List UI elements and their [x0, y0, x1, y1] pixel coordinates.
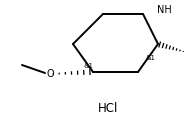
Text: &1: &1: [145, 55, 155, 61]
Text: &1: &1: [83, 63, 93, 69]
Text: NH: NH: [157, 5, 172, 15]
Text: O: O: [46, 69, 54, 79]
Text: HCl: HCl: [98, 102, 118, 115]
